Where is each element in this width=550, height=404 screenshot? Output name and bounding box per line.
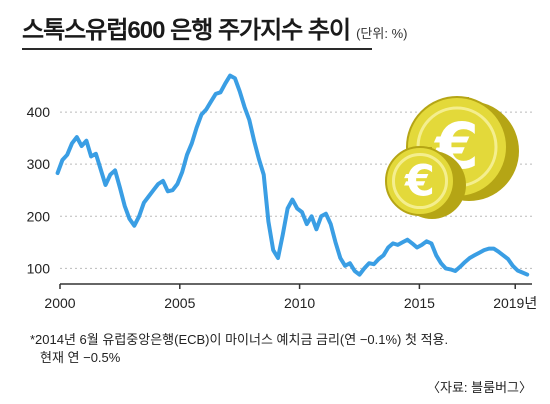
y-axis-ticks: 100 200 300 400 [27,104,51,276]
footnote-line-1: *2014년 6월 유럽중앙은행(ECB)이 마이너스 예치금 금리(연 −0.… [30,332,449,347]
x-tick-label: 2015 [404,295,435,311]
y-tick-label: 400 [27,104,51,120]
euro-sign-icon: € [404,156,435,206]
x-tick-label: 2019년 [493,295,537,311]
source-label: 〈자료: 블룸버그〉 [427,380,532,395]
y-tick-label: 300 [27,156,51,172]
x-tick-label: 2005 [164,295,195,311]
gridlines [60,111,532,269]
y-tick-label: 100 [27,260,51,276]
x-tick-label: 2000 [44,295,75,311]
line-chart: €€ 100 200 300 400 2000 2005 2010 2015 2019년 [27,73,537,311]
x-axis-ticks: 2000 2005 2010 2015 2019년 [44,284,537,311]
chart-header: 스톡스유럽600 은행 주가지수 추이 (단위: %) [22,10,407,45]
x-tick-label: 2010 [284,295,315,311]
footnote-line-2: 현재 연 −0.5% [40,350,121,365]
euro-coin-front: € [385,146,466,219]
unit-label: (단위: %) [356,26,408,41]
footnote: *2014년 6월 유럽중앙은행(ECB)이 마이너스 예치금 금리(연 −0.… [30,331,542,367]
title-underline [22,48,372,50]
euro-coins-illustration: €€ [385,96,519,219]
y-tick-label: 200 [27,208,51,224]
series-line [55,73,530,277]
chart-title: 스톡스유럽600 은행 주가지수 추이 [22,17,351,44]
